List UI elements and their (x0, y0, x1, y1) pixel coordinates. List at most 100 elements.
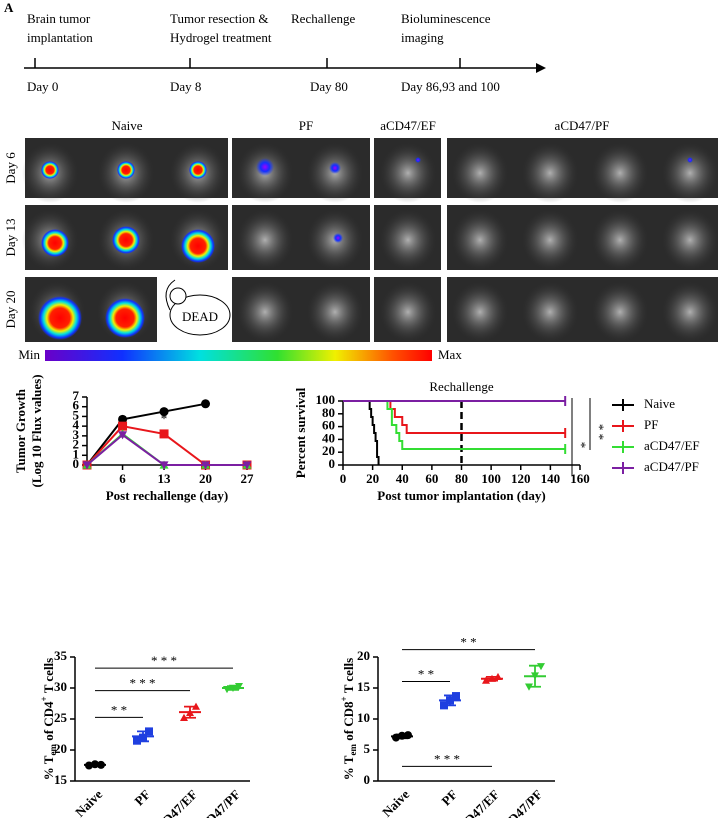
series-line (86, 402, 206, 466)
significance-label: * * (111, 702, 127, 717)
row-label: Day 20 (3, 291, 18, 329)
marker (201, 399, 211, 409)
signal (181, 229, 215, 263)
group-label: aCD47/EF (380, 118, 436, 133)
event-label: Tumor resection & (170, 11, 268, 26)
x-tick-label: aCD47/PF (494, 787, 545, 818)
y-axis-label-part: % T (41, 755, 56, 780)
y-axis-label-part: em (348, 744, 358, 756)
y-axis-label: Tumor Growth (13, 388, 28, 473)
y-axis-label-part: + (39, 696, 49, 701)
row-label: Day 6 (3, 152, 18, 184)
event-label: implantation (27, 30, 93, 45)
x-tick-label: 40 (396, 471, 409, 486)
mouse-head (380, 282, 436, 342)
significance-label: * (574, 442, 589, 449)
dead-mouse-tail (165, 279, 176, 311)
legend-label: aCD47/EF (644, 438, 700, 453)
y-tick-label: 2 (73, 437, 80, 452)
legend-label: PF (644, 417, 658, 432)
event-label: imaging (401, 30, 444, 45)
x-tick-label: 120 (511, 471, 531, 486)
marker (118, 431, 128, 440)
marker (201, 461, 211, 470)
y-axis-label-part: T cells (341, 658, 356, 697)
survival-line (343, 400, 566, 434)
y-tick-label: 15 (54, 772, 68, 787)
mouse-head (307, 282, 363, 342)
x-tick-label: 160 (570, 471, 590, 486)
error-bar (529, 664, 541, 688)
mouse-head (452, 210, 508, 270)
x-tick-label: 80 (455, 471, 468, 486)
y-tick-label: 35 (54, 648, 68, 663)
mouse-head (522, 143, 578, 203)
x-tick-label: 140 (541, 471, 561, 486)
x-tick-label: 20 (366, 471, 379, 486)
x-tick-label: PF (131, 787, 153, 809)
y-tick-label: 7 (73, 388, 80, 403)
y-axis-label-part: T cells (41, 658, 56, 697)
annotation: * (161, 411, 168, 426)
x-axis-label: Post rechallenge (day) (106, 488, 229, 503)
signal (112, 226, 140, 254)
signal (41, 161, 59, 179)
y-axis-label: (Log 10 Flux values) (29, 374, 44, 487)
x-tick-label: 27 (241, 471, 255, 486)
significance-label: * * (460, 635, 476, 650)
y-tick-label: 15 (357, 679, 371, 694)
y-axis-label-part: em (48, 744, 58, 756)
y-tick-label: 0 (364, 772, 371, 787)
significance-label: * * * (130, 676, 156, 691)
mouse-head (592, 143, 648, 203)
x-tick-label: 6 (119, 471, 126, 486)
event-label: Brain tumor (27, 11, 91, 26)
survival-line (343, 400, 380, 465)
x-tick-label: 20 (199, 471, 212, 486)
y-tick-label: 6 (73, 398, 80, 413)
mouse-head (237, 282, 293, 342)
mouse-head (452, 282, 508, 342)
mouse-head (662, 143, 718, 203)
x-tick-label: 60 (425, 471, 438, 486)
timeline-arrow (536, 63, 546, 73)
signal (105, 298, 145, 338)
event-label: Hydrogel treatment (170, 30, 272, 45)
mouse-head (662, 210, 718, 270)
marker (118, 414, 128, 424)
event-label: Rechallenge (291, 11, 355, 26)
y-tick-label: 25 (54, 710, 68, 725)
marker (159, 407, 169, 417)
y-tick-label: 4 (73, 417, 80, 432)
error-bar (444, 694, 456, 707)
x-tick-label: Naive (379, 786, 412, 818)
y-tick-label: 80 (322, 405, 335, 420)
y-tick-label: 30 (54, 679, 67, 694)
group-label: aCD47/PF (555, 118, 610, 133)
event-day: Day 0 (27, 79, 58, 94)
x-tick-label: aCD47/PF (192, 787, 243, 818)
x-tick-label: aCD47/EF (450, 787, 502, 818)
error-bar (184, 705, 196, 719)
marker (159, 429, 169, 439)
x-tick-label: PF (438, 787, 460, 809)
error-bar (227, 685, 239, 691)
y-tick-label: 10 (357, 710, 370, 725)
significance-label: * * * (151, 653, 177, 668)
y-tick-label: 40 (322, 430, 335, 445)
mouse-head (380, 210, 436, 270)
mouse-head (237, 210, 293, 270)
group-label: Naive (111, 118, 142, 133)
scale-min: Min (18, 347, 40, 362)
mouse-head (380, 143, 436, 203)
dead-label: DEAD (182, 309, 218, 324)
y-tick-label: 5 (73, 407, 80, 422)
significance-label: * * (418, 666, 434, 681)
x-tick-label: 13 (158, 471, 172, 486)
signal (329, 162, 341, 174)
error-bar (89, 763, 101, 767)
legend-label: Naive (644, 396, 675, 411)
mouse-head (592, 282, 648, 342)
